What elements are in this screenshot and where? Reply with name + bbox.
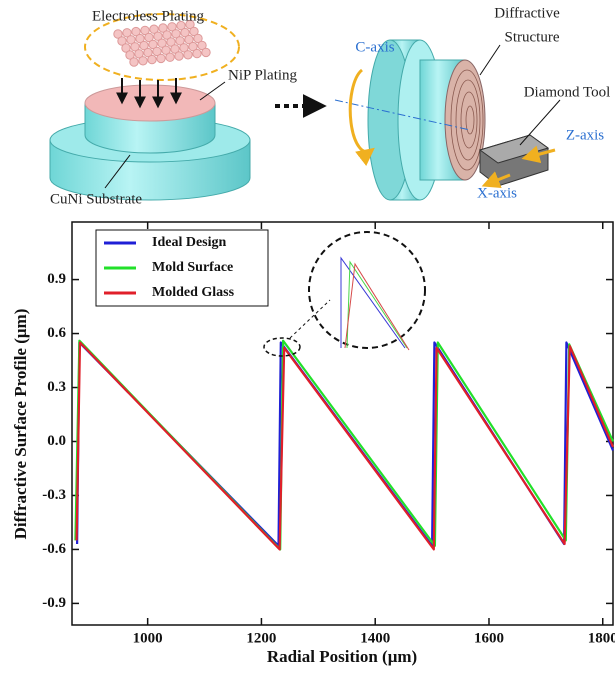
particle <box>174 51 184 61</box>
label: X-axis <box>477 185 517 201</box>
particle <box>157 38 167 48</box>
particle <box>162 30 172 40</box>
particle <box>129 57 139 67</box>
particle <box>165 52 175 62</box>
turning-diagram: C-axis Diffractive Structure Diamond Too… <box>334 5 611 201</box>
legend-label: Molded Glass <box>152 285 235 300</box>
label: CuNi Substrate <box>50 191 142 207</box>
particle <box>179 43 189 53</box>
particle <box>117 36 127 46</box>
legend-label: Mold Surface <box>152 260 233 275</box>
x-axis-label: Radial Position (μm) <box>267 647 417 666</box>
particle <box>131 26 141 37</box>
label: Electroless Plating <box>92 8 205 24</box>
particle <box>121 43 131 53</box>
series-line <box>74 339 615 551</box>
particle <box>176 20 186 31</box>
particle <box>153 31 163 41</box>
series-line <box>75 341 615 551</box>
x-tick-label: 1000 <box>133 630 163 646</box>
y-axis-label: Diffractive Surface Profile (μm) <box>11 309 30 540</box>
particle <box>192 48 202 59</box>
x-tick-label: 1200 <box>246 630 276 646</box>
particle <box>135 33 145 44</box>
particle <box>183 50 193 60</box>
legend: Ideal Design Mold Surface Molded Glass <box>95 229 269 307</box>
particle <box>171 29 181 39</box>
particle <box>158 23 168 33</box>
particle <box>184 34 194 45</box>
legend-label: Ideal Design <box>152 235 227 250</box>
y-tick-label: -0.6 <box>42 541 66 557</box>
particle <box>134 49 144 59</box>
particle <box>180 27 190 38</box>
y-tick-label: -0.9 <box>42 595 66 611</box>
particle <box>152 46 162 57</box>
particle <box>166 37 176 47</box>
y-tick-label: 0.3 <box>47 379 66 395</box>
particle <box>170 44 180 54</box>
particle <box>122 28 132 38</box>
particle <box>188 41 198 52</box>
x-tick-label: 1400 <box>360 630 390 646</box>
x-tick-label: 1800 <box>588 630 615 646</box>
particle <box>140 25 150 36</box>
plot-area: -0.9 -0.6 -0.3 0.0 0.3 0.6 0.9 1000 1200 1400 1600… <box>42 222 615 646</box>
zoom-inset <box>263 231 426 357</box>
particle <box>113 29 123 39</box>
particle <box>185 19 195 30</box>
particle <box>130 42 140 52</box>
label: Diamond Tool <box>524 84 611 100</box>
particle <box>189 26 199 37</box>
y-tick-label: 0.9 <box>47 271 66 287</box>
particle <box>148 39 158 50</box>
label: Z-axis <box>566 127 604 143</box>
particle <box>167 22 177 32</box>
particle <box>126 35 136 45</box>
particle <box>149 24 159 34</box>
particle <box>143 47 153 58</box>
label: C-axis <box>355 39 394 55</box>
particle <box>193 33 203 44</box>
label: NiP Plating <box>228 67 298 83</box>
particle <box>156 53 166 64</box>
y-tick-label: -0.3 <box>42 487 66 503</box>
particle <box>147 54 157 65</box>
particle <box>138 56 148 66</box>
y-tick-label: 0.6 <box>47 325 66 341</box>
particle <box>125 50 135 60</box>
particle <box>197 40 207 51</box>
particle <box>201 47 211 58</box>
plot-frame <box>71 221 614 626</box>
particle <box>139 40 149 51</box>
plating-diagram: Electroless Plating NiP Plating CuNi Sub… <box>49 8 298 207</box>
particle <box>161 45 171 55</box>
series-line <box>76 341 615 547</box>
label: Structure <box>505 29 560 45</box>
label: Diffractive <box>494 5 560 21</box>
particle <box>175 36 185 46</box>
x-tick-label: 1600 <box>474 630 504 646</box>
y-tick-label: 0.0 <box>47 433 66 449</box>
particle <box>144 32 154 43</box>
